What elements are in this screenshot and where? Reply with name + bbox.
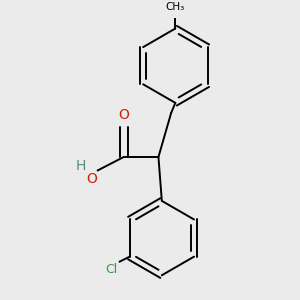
Text: H: H [76,159,86,173]
Text: CH₃: CH₃ [166,2,185,12]
Text: O: O [118,108,129,122]
Text: Cl: Cl [106,263,118,276]
Text: O: O [86,172,97,186]
